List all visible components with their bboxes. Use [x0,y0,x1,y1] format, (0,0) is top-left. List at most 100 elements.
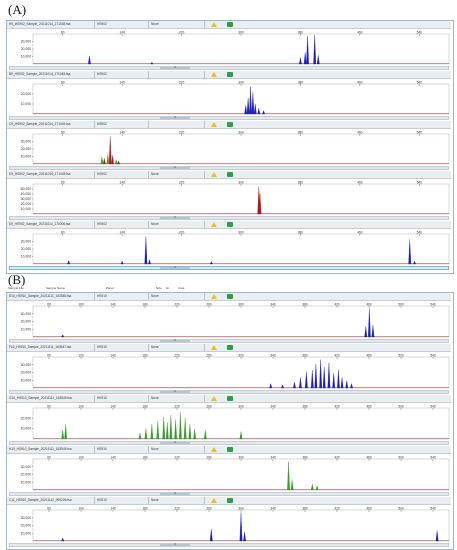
y-tick-label: 10,000 [21,480,31,484]
lane-header[interactable]: C11_HS910_Sample_20211112_090226.fsa HS91… [7,497,451,505]
lane[interactable]: F10_HS910_Sample_20211111_163547.fsa HS91… [7,344,453,395]
x-tick-label: 100 [78,353,84,357]
peak [108,136,112,165]
warning-icon[interactable] [211,498,217,503]
lane[interactable]: D9_HS902_Sample_20211014_171045.fsa HS902… [7,171,453,221]
scrollbar-thumb[interactable]: III [160,339,190,342]
horizontal-scrollbar[interactable]: III [9,66,449,70]
lane[interactable]: H10_HS910_Sample_20211111_163549.fsa HS91… [7,446,453,497]
scrollbar-thumb[interactable]: III [160,492,190,495]
lane-header[interactable]: H10_HS910_Sample_20211111_163549.fsa HS91… [7,446,451,454]
peak [138,432,142,440]
check-icon[interactable] [227,447,233,452]
scrollbar-thumb[interactable]: III [160,66,190,69]
warning-icon[interactable] [211,396,217,401]
lane-header[interactable]: E9_HS902_Sample_20211014_170006.fsa HS902… [7,221,451,229]
plot-svg: 60 140 220 300 380 460 540 30,000 20,000 10,000 [21,30,450,65]
x-tick-label: 180 [142,506,148,510]
check-icon[interactable] [227,22,233,27]
x-tick-label: 220 [179,80,185,84]
scrollbar-thumb[interactable]: III [160,441,190,444]
lane-header[interactable]: D9_HS902_Sample_20211014_171045.fsa HS902… [7,171,451,179]
warning-icon[interactable] [211,294,217,299]
lane-header[interactable]: F10_HS910_Sample_20211111_163547.fsa HS91… [7,344,451,352]
lane-header[interactable]: G10_HS910_Sample_20211111_163549.fsa HS91… [7,395,451,403]
column-header[interactable]: Sample File [8,286,24,290]
column-header-row: Sample File Sample Name Panel Size Ht Area [6,285,452,291]
peak [183,417,187,440]
column-header[interactable]: Panel [106,286,114,290]
lane[interactable]: E10_HS910_Sample_20211111_163548.fsa HS91… [7,293,453,344]
warning-icon[interactable] [211,22,217,27]
check-icon[interactable] [227,498,233,503]
column-header[interactable]: Area [178,286,185,290]
warning-icon[interactable] [211,222,217,227]
y-tick-label: 20,000 [21,92,31,96]
lane[interactable]: C9_HS902_Sample_20211014_171045.fsa HS902… [7,121,453,171]
warning-icon[interactable] [211,172,217,177]
lane[interactable]: E9_HS902_Sample_20211014_170006.fsa HS902… [7,221,453,271]
check-icon[interactable] [227,122,233,127]
horizontal-scrollbar[interactable]: III [9,116,449,120]
dye-panel: HS910 [95,446,149,453]
scrollbar-thumb[interactable]: III [160,390,190,393]
check-icon[interactable] [227,222,233,227]
lane[interactable]: C11_HS910_Sample_20211112_090226.fsa HS91… [7,497,453,548]
y-tick-label: 10,000 [21,327,31,331]
status-field: None [149,344,205,351]
dye-panel: HS910 [95,497,149,504]
lane-header[interactable]: C9_HS902_Sample_20211014_171045.fsa HS902 [7,121,451,129]
check-icon[interactable] [227,396,233,401]
check-icon[interactable] [227,294,233,299]
x-tick-label: 300 [238,130,244,134]
warning-icon[interactable] [211,447,217,452]
warning-icon[interactable] [211,122,217,127]
column-header[interactable]: Ht [166,286,169,290]
status-field: None [149,171,205,178]
horizontal-scrollbar[interactable]: III [9,216,449,220]
peak [117,160,121,165]
horizontal-scrollbar[interactable]: III [9,266,449,270]
lane-header[interactable]: E10_HS910_Sample_20211111_163548.fsa HS91… [7,293,451,301]
y-tick-label: 20,000 [21,473,31,477]
warning-icon[interactable] [211,72,217,77]
x-tick-label: 540 [417,180,423,184]
scrollbar-thumb[interactable]: III [160,116,190,119]
scrollbar-thumb[interactable]: III [160,166,190,169]
scrollbar-thumb[interactable]: III [160,266,190,269]
lane[interactable]: G10_HS910_Sample_20211111_163549.fsa HS91… [7,395,453,446]
peak [156,420,160,440]
horizontal-scrollbar[interactable]: III [9,390,449,394]
check-icon[interactable] [227,345,233,350]
column-header[interactable]: Size [156,286,162,290]
peak [246,98,250,115]
lane-header[interactable]: B9_HS902_Sample_20211014_171045.fsa HS902 [7,71,451,79]
horizontal-scrollbar[interactable]: III [9,441,449,445]
peak [253,103,257,115]
x-tick-label: 500 [398,455,404,459]
horizontal-scrollbar[interactable]: III [9,543,449,547]
check-icon[interactable] [227,72,233,77]
lane[interactable]: B9_HS902_Sample_20211014_171045.fsa HS902… [7,71,453,121]
y-tick-label: 20,000 [21,202,31,206]
lane[interactable]: H9_HS902_Sample_20211014_171045.fsa HS902… [7,21,453,71]
peak [61,334,65,338]
x-tick-label: 220 [179,230,185,234]
scrollbar-thumb[interactable]: III [160,543,190,546]
horizontal-scrollbar[interactable]: III [9,166,449,170]
horizontal-scrollbar[interactable]: III [9,492,449,496]
horizontal-scrollbar[interactable]: III [9,339,449,343]
check-icon[interactable] [227,172,233,177]
column-header[interactable]: Sample Name [46,286,66,290]
x-tick-label: 380 [298,30,304,34]
plot-frame [32,133,450,165]
x-tick-label: 300 [238,302,244,306]
lane-header[interactable]: H9_HS902_Sample_20211014_171045.fsa HS902… [7,21,451,29]
scrollbar-thumb[interactable]: III [160,216,190,219]
x-tick-label: 140 [110,506,116,510]
status-field: None [149,446,205,453]
warning-icon[interactable] [211,345,217,350]
sample-file-name: C9_HS902_Sample_20211014_171045.fsa [7,121,95,128]
y-tick-label: 10,000 [21,255,31,259]
peak [257,108,261,115]
